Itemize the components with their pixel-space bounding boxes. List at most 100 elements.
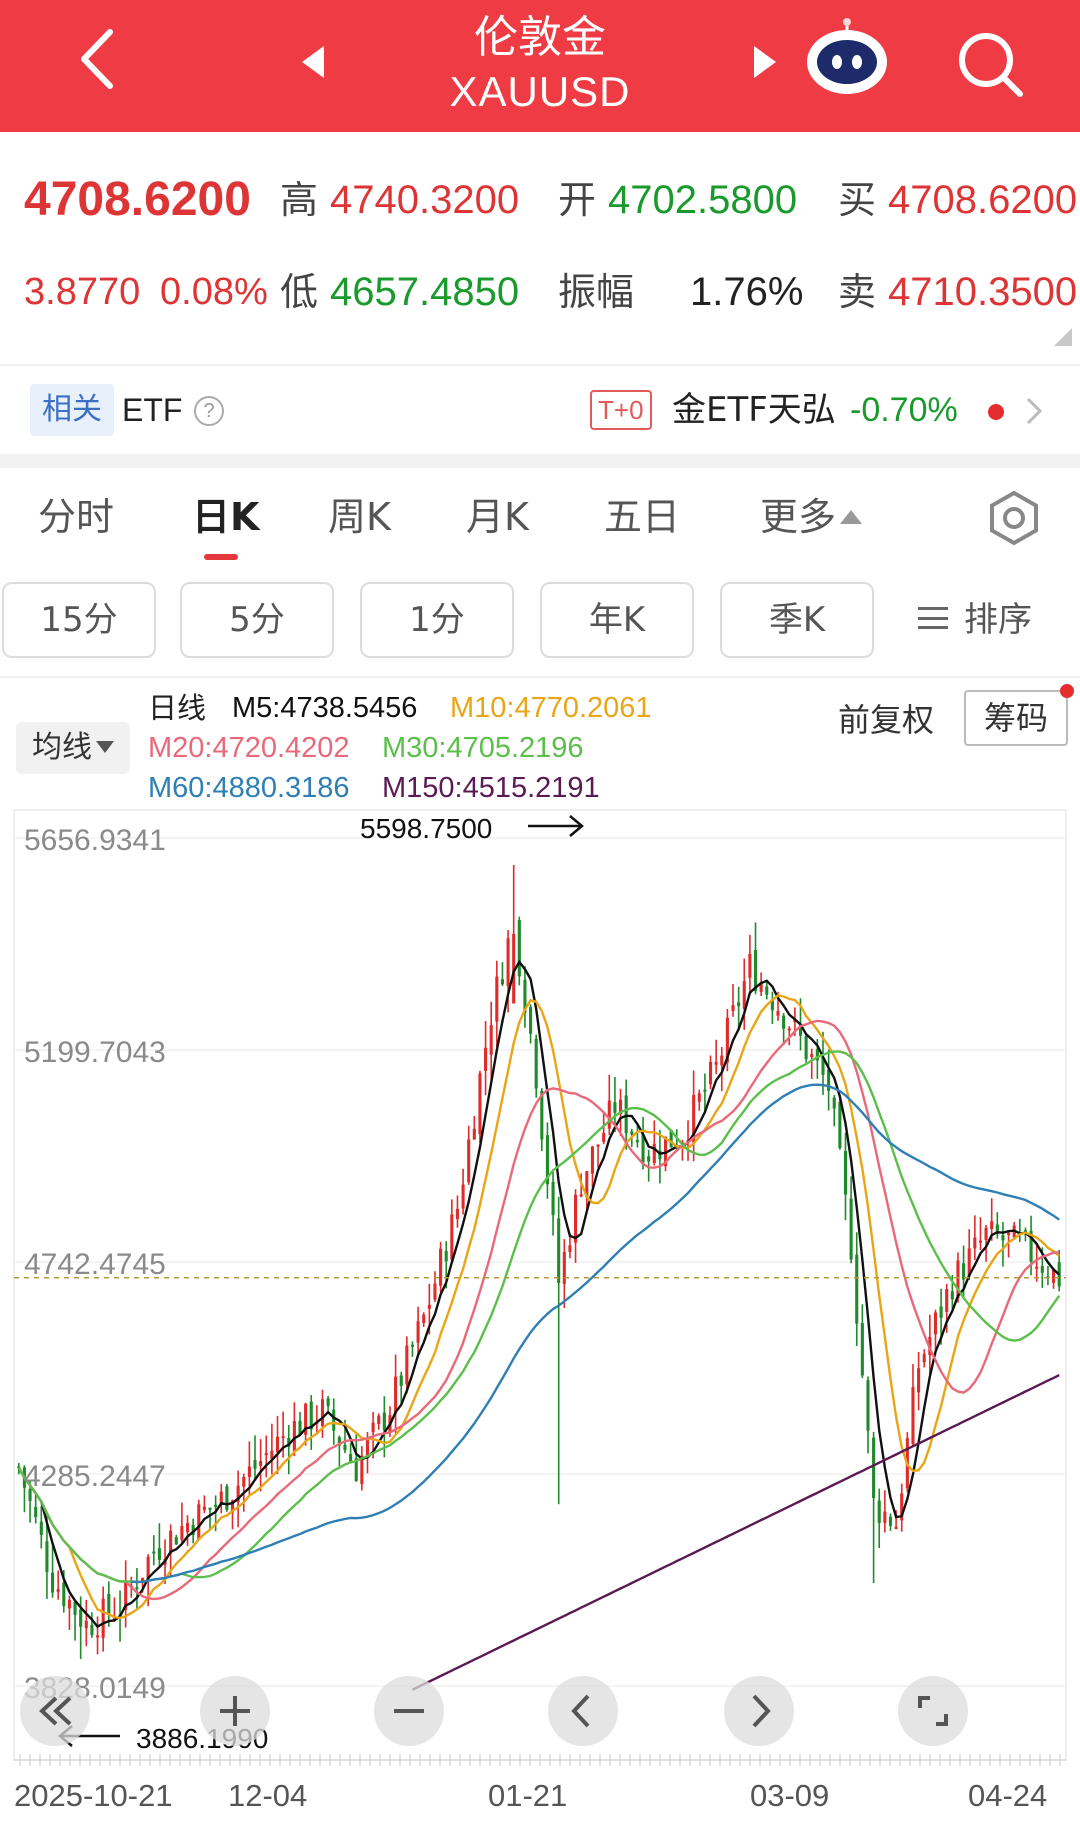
help-icon[interactable]: ? — [194, 396, 224, 426]
buy-value: 4708.6200 — [888, 178, 1078, 222]
scroll-left-button[interactable] — [548, 1676, 618, 1746]
ma30-line — [17, 1050, 1061, 1584]
divider — [0, 676, 1080, 678]
search-icon[interactable] — [954, 28, 1026, 100]
candle-body — [534, 1038, 538, 1089]
candle-body — [275, 1436, 280, 1453]
next-symbol-icon[interactable] — [750, 44, 780, 80]
fullscreen-button[interactable] — [898, 1676, 968, 1746]
candle-body — [523, 979, 527, 1013]
candle-body — [34, 1506, 38, 1517]
candle-body — [394, 1376, 398, 1414]
candle-body — [214, 1504, 218, 1507]
candle-body — [360, 1455, 364, 1485]
interval-15min-button[interactable]: 15分 — [2, 582, 156, 658]
scroll-start-button[interactable] — [20, 1676, 90, 1746]
candle-body — [422, 1314, 426, 1323]
candle-body — [101, 1598, 105, 1638]
candle-body — [253, 1460, 257, 1469]
menu-lines-icon — [918, 607, 948, 629]
candle-body — [495, 976, 499, 1022]
chip-distribution-button[interactable]: 筹码 — [964, 690, 1068, 746]
open-label: 开 — [558, 178, 597, 222]
chevron-right-icon[interactable] — [1024, 396, 1044, 426]
interval-1min-button[interactable]: 1分 — [360, 582, 514, 658]
yearly-k-button[interactable]: 年K — [540, 582, 694, 658]
candle-body — [782, 1015, 786, 1029]
candle-body — [62, 1582, 66, 1607]
interval-5min-button[interactable]: 5分 — [180, 582, 334, 658]
ma30-value: M30:4705.2196 — [382, 732, 584, 764]
candle-body — [90, 1624, 94, 1636]
candle-body — [1029, 1230, 1033, 1262]
tab-five-day[interactable]: 五日 — [604, 495, 681, 539]
tab-intraday[interactable]: 分时 — [38, 495, 115, 539]
candles-layer — [17, 864, 1061, 1660]
robot-assistant-icon[interactable] — [804, 16, 890, 98]
candle-body — [787, 1028, 791, 1031]
title-name: 伦敦金 — [474, 12, 606, 63]
high-value: 4740.3200 — [330, 178, 520, 222]
scroll-right-button[interactable] — [724, 1676, 794, 1746]
candle-body — [259, 1461, 263, 1466]
candle-body — [978, 1240, 983, 1243]
candle-body — [618, 1099, 623, 1115]
candle-body — [557, 1218, 561, 1283]
candle-body — [815, 1048, 819, 1061]
candle-body — [720, 1055, 724, 1066]
candle-body — [990, 1221, 994, 1230]
candle-body — [73, 1601, 77, 1615]
candle-body — [337, 1437, 341, 1446]
zoom-in-button[interactable] — [200, 1676, 270, 1746]
candle-body — [737, 1002, 741, 1007]
tab-more[interactable]: 更多 — [760, 492, 863, 542]
prev-symbol-icon[interactable] — [298, 44, 328, 80]
candle-body — [304, 1403, 308, 1435]
candle-body — [922, 1353, 926, 1363]
candle-body — [545, 1135, 549, 1185]
ma60-line — [131, 1083, 1060, 1584]
candle-body — [613, 1102, 617, 1113]
high-label: 高 — [280, 178, 319, 222]
x-tick-label: 2025-10-21 — [14, 1778, 173, 1813]
ma150-line — [411, 1374, 1060, 1691]
candle-body — [568, 1245, 572, 1252]
candle-body — [107, 1593, 111, 1615]
candle-body — [39, 1521, 43, 1535]
tab-monthly-k[interactable]: 月K — [466, 495, 529, 539]
tab-weekly-k[interactable]: 周K — [328, 495, 391, 539]
candle-body — [270, 1450, 274, 1460]
candle-body — [410, 1344, 415, 1347]
quarterly-k-button[interactable]: 季K — [720, 582, 874, 658]
etf-name[interactable]: 金ETF天弘 — [672, 390, 836, 430]
candle-body — [28, 1489, 32, 1501]
related-etf-row[interactable]: 相关 ETF ? T+0 金ETF天弘 -0.70% — [0, 366, 1080, 454]
candle-body — [866, 1380, 870, 1431]
candle-body — [382, 1412, 386, 1431]
expand-corner-icon[interactable] — [1054, 328, 1072, 346]
forward-adjust-toggle[interactable]: 前复权 — [838, 701, 935, 739]
back-icon[interactable] — [70, 24, 130, 94]
candle-body — [225, 1486, 229, 1510]
candle-body — [354, 1458, 358, 1481]
zoom-out-button[interactable] — [374, 1676, 444, 1746]
candle-body — [708, 1061, 713, 1085]
candle-body — [506, 938, 510, 987]
candle-body — [208, 1507, 212, 1510]
settings-hex-icon[interactable] — [986, 490, 1042, 546]
ma-dropdown[interactable]: 均线 — [16, 722, 130, 774]
candle-body — [967, 1248, 971, 1277]
candle-body — [607, 1100, 611, 1129]
ma-dropdown-label: 均线 — [32, 730, 92, 765]
section-gap — [0, 454, 1080, 468]
candle-body — [484, 1047, 488, 1071]
candle-body — [472, 1128, 476, 1140]
candle-body — [17, 1466, 21, 1469]
sort-button[interactable]: 排序 — [918, 594, 1032, 646]
candle-body — [157, 1548, 161, 1560]
candle-body — [365, 1438, 370, 1456]
tab-daily-k[interactable]: 日K — [192, 495, 260, 539]
candle-body — [433, 1283, 437, 1300]
candle-body — [180, 1526, 184, 1540]
ma5-line — [17, 959, 1060, 1629]
